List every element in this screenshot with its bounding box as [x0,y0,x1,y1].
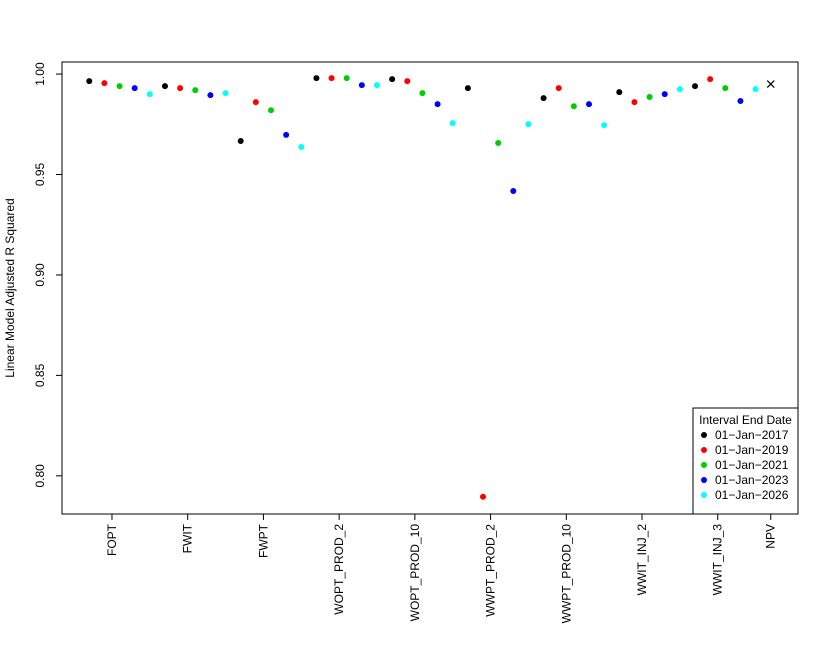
x-tick-label: WWPT_PROD_10 [559,524,573,624]
point [449,120,456,127]
point [586,101,593,108]
point [722,85,729,92]
point [116,83,123,90]
point [192,87,199,94]
point [313,75,320,82]
x-tick-label: FWIT [181,523,195,553]
point-cross [766,80,775,89]
x-tick-label: WOPT_PROD_10 [408,524,422,622]
x-tick-label: WWIT_INJ_2 [635,524,649,596]
point [131,85,138,92]
point [267,107,274,114]
x-tick-label: FOPT [105,523,119,556]
legend-marker [701,447,707,453]
point [146,91,153,98]
x-tick-label: NPV [764,524,778,549]
point [161,83,168,90]
x-tick-label: WWIT_INJ_3 [711,524,725,596]
point [358,82,365,89]
point [540,95,547,102]
point [177,85,184,92]
legend-label: 01−Jan−2021 [715,458,789,472]
point [737,97,744,104]
legend-marker [701,492,707,498]
plot-frame [61,61,799,515]
y-tick-label: 0.80 [33,464,47,488]
point [525,121,532,128]
point [207,92,214,99]
point [237,137,244,144]
point [661,91,668,98]
y-tick-label: 0.85 [33,363,47,387]
point [298,143,305,150]
y-tick-label: 0.90 [33,263,47,287]
point [616,89,623,96]
point [222,90,229,97]
point [510,187,517,194]
point [707,76,714,83]
x-tick-label: WOPT_PROD_2 [332,524,346,615]
y-axis-label: Linear Model Adjusted R Squared [3,198,17,377]
point [328,75,335,82]
point [601,122,608,129]
point [692,83,699,90]
legend-label: 01−Jan−2026 [715,488,789,502]
point [373,82,380,89]
point [646,93,653,100]
point [464,85,471,92]
point [631,99,638,106]
legend-marker [701,462,707,468]
point [495,139,502,146]
point [101,80,108,87]
x-tick-label: FWPT [256,523,270,558]
legend-label: 01−Jan−2023 [715,473,789,487]
point [283,131,290,138]
legend-label: 01−Jan−2019 [715,443,789,457]
legend-marker [701,432,707,438]
point [570,103,577,110]
legend-box [692,407,799,515]
point [404,78,411,85]
point [480,493,487,500]
point [419,90,426,97]
point [676,86,683,93]
point [555,85,562,92]
y-tick-label: 0.95 [33,162,47,186]
point [343,75,350,82]
point [434,101,441,108]
point [252,99,259,106]
legend-marker [701,477,707,483]
legend-title: Interval End Date [699,413,792,427]
legend-label: 01−Jan−2017 [715,428,789,442]
x-tick-label: WWPT_PROD_2 [484,524,498,617]
point [86,78,93,85]
y-tick-label: 1.00 [33,62,47,86]
point [389,76,396,83]
point [752,86,759,93]
